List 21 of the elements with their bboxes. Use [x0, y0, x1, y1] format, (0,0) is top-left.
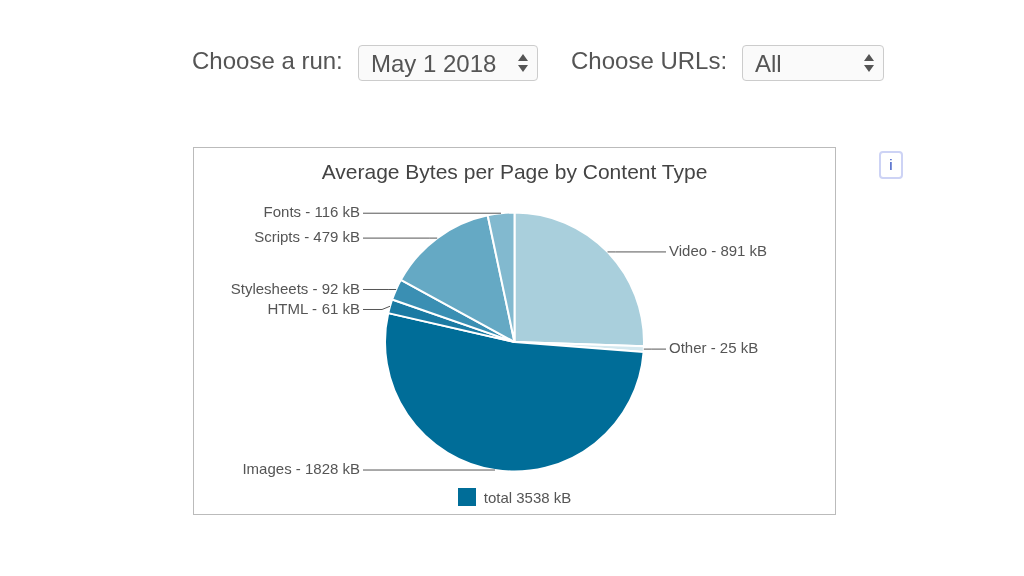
- data-label: 61 kB: [321, 299, 360, 317]
- slice-label: Images -: [242, 460, 301, 478]
- slice-label: Other -: [669, 339, 716, 357]
- text: Choose a run:: [192, 47, 343, 75]
- chart-title: Average Bytes per Page by Content Type: [320, 160, 709, 184]
- data-label: 92 kB: [321, 279, 360, 297]
- text: i: [879, 151, 903, 179]
- text: Choose URLs:: [571, 47, 728, 75]
- slice-label: HTML -: [267, 299, 317, 317]
- text: total 3538 kB: [483, 489, 572, 506]
- data-label: 891 kB: [720, 242, 768, 260]
- text: May 1 2018: [371, 50, 497, 77]
- slice-label: Scripts -: [254, 228, 310, 246]
- slice-label: Stylesheets -: [230, 279, 318, 297]
- slice-label: Fonts -: [263, 203, 311, 221]
- data-label: 25 kB: [719, 339, 759, 357]
- slice-label: Video -: [669, 242, 717, 260]
- data-label: 1828 kB: [304, 460, 361, 478]
- data-label: 116 kB: [314, 203, 361, 221]
- text: All: [755, 50, 782, 77]
- data-label: 479 kB: [313, 228, 360, 246]
